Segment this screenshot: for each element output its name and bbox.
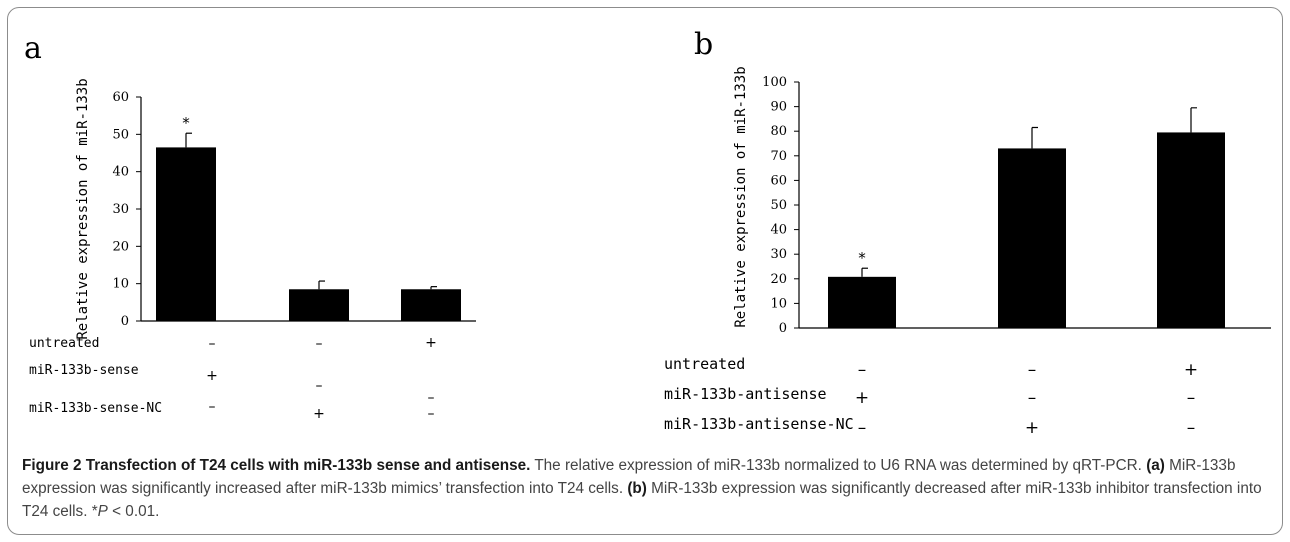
panel-a-y-tick-label: 20 [112, 239, 129, 254]
panel-b-condition-mark: – [858, 418, 867, 438]
panel-b-y-tick-label: 50 [770, 198, 787, 213]
panel-b-condition-label: miR-133b-antisense-NC [664, 415, 854, 433]
panel-b-condition-table: untreated – – +miR-133b-antisense + – –miR-133… [664, 355, 1198, 438]
panel-b-condition-mark: + [1184, 360, 1198, 380]
panel-b-condition-label: miR-133b-antisense [664, 385, 827, 403]
panel-a-y-tick-label: 60 [112, 90, 129, 105]
panel-b-letter: b [694, 27, 713, 62]
panel-b-condition-mark: – [1028, 360, 1037, 380]
panel-b-significance-marker: * [858, 249, 866, 267]
panel-b-y-tick-label: 10 [770, 296, 787, 311]
panel-b-bar [828, 276, 896, 328]
panel-b-bar [998, 148, 1066, 328]
caption-text-4: < 0.01. [107, 503, 160, 520]
panel-b-y-tick-label: 0 [779, 321, 787, 336]
panel-b-y-tick-label: 40 [770, 223, 787, 238]
figure-frame: a Relative expression of miR-133b 0 10 20 3… [7, 7, 1283, 535]
panel-a-condition-label: miR-133b-sense-NC [29, 401, 162, 416]
panel-a-y-tick-label: 0 [121, 314, 129, 329]
panel-a-bar [156, 147, 216, 321]
caption-text-2: MiR-133b expression was significantly in… [22, 457, 1236, 497]
panel-b-y-tick-label: 70 [770, 149, 787, 164]
panel-a-condition-label: miR-133b-sense [29, 363, 139, 378]
panel-a-plot-area: 0 10 20 30 40 50 60 * [112, 90, 476, 329]
panel-a-condition-mark: + [425, 335, 437, 351]
panel-a-condition-mark: – [209, 336, 216, 352]
panel-b-bar [1157, 132, 1225, 328]
panel-a-letter: a [24, 31, 42, 66]
panel-b-condition-mark: – [1187, 418, 1196, 438]
panel-b-y-tick-label: 100 [762, 75, 787, 90]
caption-title: Figure 2 Transfection of T24 cells with … [22, 457, 531, 474]
panel-a-condition-mark: – [209, 399, 216, 415]
panel-b-condition-mark: – [1028, 388, 1037, 408]
panel-a-y-tick-label: 10 [112, 277, 129, 292]
caption-label-b: (b) [627, 480, 647, 497]
panel-b-y-tick-label: 20 [770, 272, 787, 287]
panel-a-condition-mark: – [316, 378, 323, 394]
panel-a-condition-table: untreated – – +miR-133b-sense +––miR-133b-se… [29, 335, 437, 422]
panel-a-condition-mark: – [316, 336, 323, 352]
panel-b-plot-area: 0 10 20 30 40 50 60 70 80 90 100 * [762, 75, 1271, 336]
panel-a: a Relative expression of miR-133b 0 10 20 3… [24, 31, 476, 422]
panel-a-y-tick-label: 50 [112, 127, 129, 142]
figure-panels: a Relative expression of miR-133b 0 10 20 3… [24, 27, 1271, 438]
caption-text-1: The relative expression of miR-133b norm… [530, 457, 1147, 474]
panel-a-y-tick-label: 30 [112, 202, 129, 217]
panel-b: b Relative expression of miR-133b 0 10 20 3… [664, 27, 1271, 438]
caption-text-3: MiR-133b expression was significantly de… [22, 480, 1262, 520]
panel-b-condition-mark: + [1025, 418, 1039, 438]
panel-a-significance-marker: * [182, 114, 190, 132]
panel-b-y-tick-label: 90 [770, 100, 787, 115]
panel-a-y-tick-label: 40 [112, 165, 129, 180]
caption-p-symbol: P [97, 503, 108, 520]
panel-a-y-axis-label: Relative expression of miR-133b [75, 78, 91, 339]
panel-b-y-tick-label: 60 [770, 173, 787, 188]
panel-b-y-tick-label: 80 [770, 124, 787, 139]
panel-b-y-axis-label: Relative expression of miR-133b [733, 66, 749, 327]
panel-b-condition-mark: – [1187, 388, 1196, 408]
panel-a-bar [289, 289, 349, 321]
panel-b-condition-mark: – [858, 360, 867, 380]
panel-a-condition-mark: – [428, 406, 435, 422]
panel-b-y-tick-label: 30 [770, 247, 787, 262]
panel-b-condition-label: untreated [664, 355, 745, 373]
panel-a-condition-mark: + [206, 368, 218, 384]
panel-a-condition-mark: – [428, 390, 435, 406]
figure-caption: Figure 2 Transfection of T24 cells with … [22, 454, 1272, 523]
panel-a-condition-mark: + [313, 406, 325, 422]
panel-a-bar [401, 289, 461, 321]
caption-label-a: (a) [1146, 457, 1165, 474]
panel-b-condition-mark: + [855, 388, 869, 408]
panel-a-condition-label: untreated [29, 336, 99, 351]
